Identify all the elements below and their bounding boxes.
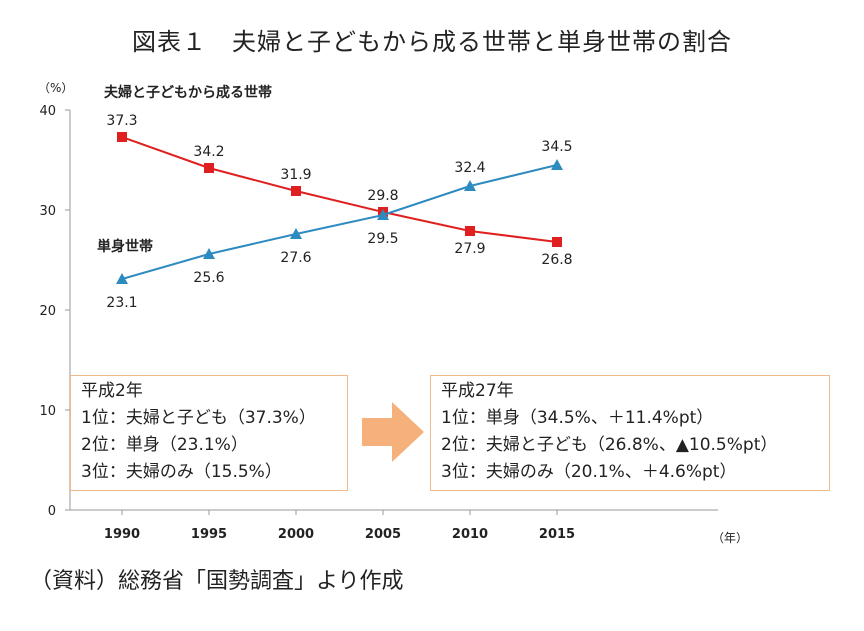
summary-line-2: 2位：単身（23.1%） [81, 435, 248, 455]
data-label: 29.8 [367, 188, 398, 204]
series-line-1 [121, 136, 558, 243]
x-tick-label: 2000 [278, 527, 314, 542]
y-tick-label: 0 [48, 504, 56, 519]
series-line-2 [121, 164, 558, 280]
data-point-triangle [203, 248, 215, 259]
data-point-triangle [464, 180, 476, 191]
y-axis-unit: （%） [38, 81, 73, 95]
summary-box-heisei27: 平成27年 1位：単身（34.5%、＋11.4%pt） 2位：夫婦と子ども（26… [430, 375, 830, 491]
data-label: 37.3 [106, 113, 137, 129]
summary-line-3: 3位：夫婦のみ（15.5%） [81, 462, 282, 482]
data-point-triangle [551, 159, 563, 170]
y-tick-label: 10 [39, 404, 56, 419]
y-tick-label: 30 [39, 204, 56, 219]
data-label: 32.4 [454, 160, 485, 176]
y-tick-label: 20 [39, 304, 56, 319]
x-tick-label: 2005 [365, 527, 401, 542]
y-tick-label: 40 [39, 104, 56, 119]
summary-line-2: 2位：夫婦と子ども（26.8%、▲10.5%pt） [441, 435, 778, 455]
chart-axes: 0 10 20 30 40 （%） 1990 1995 2000 2005 2010 2015 （年） [38, 81, 748, 545]
summary-heading: 平成27年 [441, 381, 514, 401]
chart-title: 図表１ 夫婦と子どもから成る世帯と単身世帯の割合 [132, 28, 732, 56]
x-axis-unit: （年） [712, 531, 748, 545]
data-label: 23.1 [106, 295, 137, 311]
series-name-couple-households: 夫婦と子どもから成る世帯 [104, 84, 272, 101]
data-label: 27.6 [280, 250, 311, 266]
x-tick-label: 2010 [452, 527, 488, 542]
data-label: 29.5 [367, 231, 398, 247]
data-label: 25.6 [193, 270, 224, 286]
arrow-right-icon [362, 402, 424, 462]
x-tick-label: 2015 [539, 527, 575, 542]
data-point-square [204, 163, 214, 173]
data-label: 27.9 [454, 241, 485, 257]
data-point-triangle [290, 228, 302, 239]
x-tick-label: 1995 [191, 527, 227, 542]
data-label: 26.8 [541, 252, 572, 268]
data-point-triangle [116, 273, 128, 284]
chart-labels: 37.3 34.2 31.9 29.8 27.9 26.8 23.1 25.6 27.6 29.5… [97, 84, 573, 311]
summary-box-heisei2: 平成2年 1位：夫婦と子ども（37.3%） 2位：単身（23.1%） 3位：夫婦… [70, 375, 348, 491]
x-tick-label: 1990 [104, 527, 140, 542]
data-label: 31.9 [280, 167, 311, 183]
chart-series [116, 132, 563, 284]
source-note: （資料）総務省「国勢調査」より作成 [30, 569, 404, 594]
series-name-single-households: 単身世帯 [97, 238, 153, 255]
summary-line-1: 1位：夫婦と子ども（37.3%） [81, 408, 316, 428]
data-label: 34.5 [541, 139, 572, 155]
data-point-square [552, 237, 562, 247]
data-point-square [117, 132, 127, 142]
data-label: 34.2 [193, 144, 224, 160]
summary-heading: 平成2年 [81, 381, 143, 401]
summary-line-3: 3位：夫婦のみ（20.1%、＋4.6%pt） [441, 462, 737, 482]
summary-line-1: 1位：単身（34.5%、＋11.4%pt） [441, 408, 714, 428]
data-point-square [291, 186, 301, 196]
data-point-square [465, 226, 475, 236]
data-point-triangle [377, 209, 389, 220]
